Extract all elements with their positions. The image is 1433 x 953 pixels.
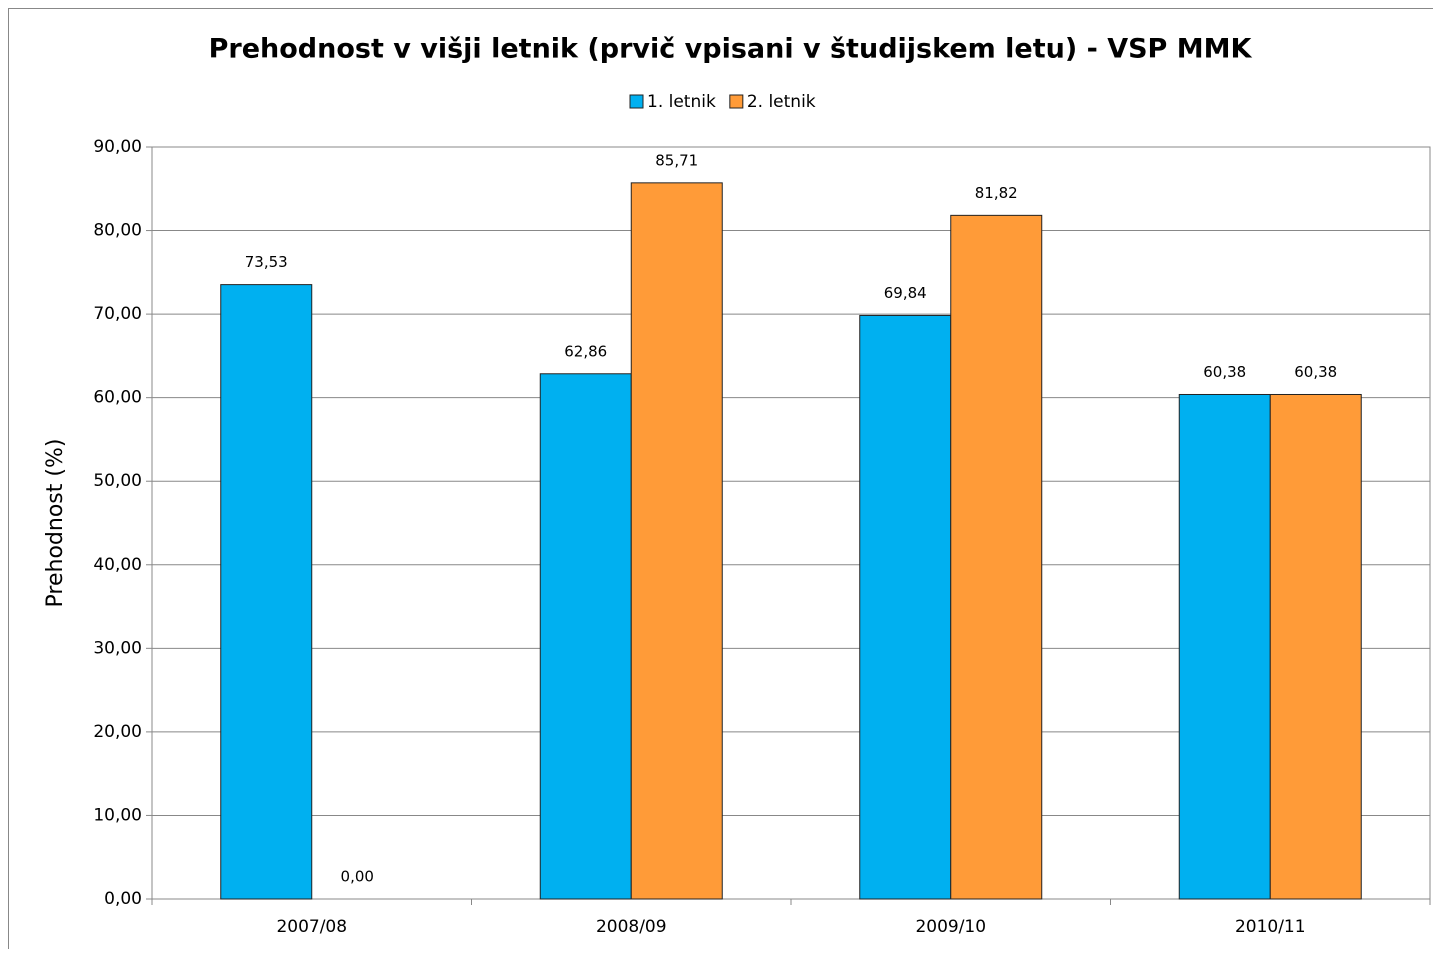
x-tick-label: 2007/08	[276, 917, 347, 937]
bar	[1270, 394, 1361, 899]
value-label: 62,86	[564, 342, 607, 360]
bar	[1179, 394, 1270, 899]
value-label: 73,53	[245, 253, 288, 271]
y-tick-label: 70,00	[93, 304, 142, 324]
x-tick-label: 2008/09	[596, 917, 667, 937]
bar	[631, 183, 722, 899]
y-tick-label: 0,00	[104, 889, 142, 909]
y-tick-label: 50,00	[93, 471, 142, 491]
bar	[221, 285, 312, 899]
value-label: 81,82	[975, 184, 1018, 202]
x-tick-label: 2009/10	[915, 917, 986, 937]
y-axis-label: Prehodnost (%)	[43, 439, 68, 608]
value-label: 69,84	[884, 284, 927, 302]
chart-title: Prehodnost v višji letnik (prvič vpisani…	[209, 34, 1253, 65]
value-label: 85,71	[655, 151, 698, 169]
bar	[951, 215, 1042, 899]
y-tick-label: 40,00	[93, 555, 142, 575]
y-tick-label: 20,00	[93, 722, 142, 742]
y-tick-label: 60,00	[93, 388, 142, 408]
y-tick-label: 80,00	[93, 221, 142, 241]
value-label: 60,38	[1203, 363, 1246, 381]
y-tick-label: 10,00	[93, 805, 142, 825]
y-tick-label: 90,00	[93, 137, 142, 157]
legend-label: 1. letnik	[647, 92, 716, 112]
value-label: 0,00	[341, 868, 374, 886]
legend-swatch	[730, 95, 743, 108]
x-tick-label: 2010/11	[1235, 917, 1306, 937]
y-tick-label: 30,00	[93, 638, 142, 658]
bar	[860, 315, 951, 899]
value-label: 60,38	[1294, 363, 1337, 381]
bar	[540, 374, 631, 899]
legend-label: 2. letnik	[747, 92, 816, 112]
legend-swatch	[630, 95, 643, 108]
